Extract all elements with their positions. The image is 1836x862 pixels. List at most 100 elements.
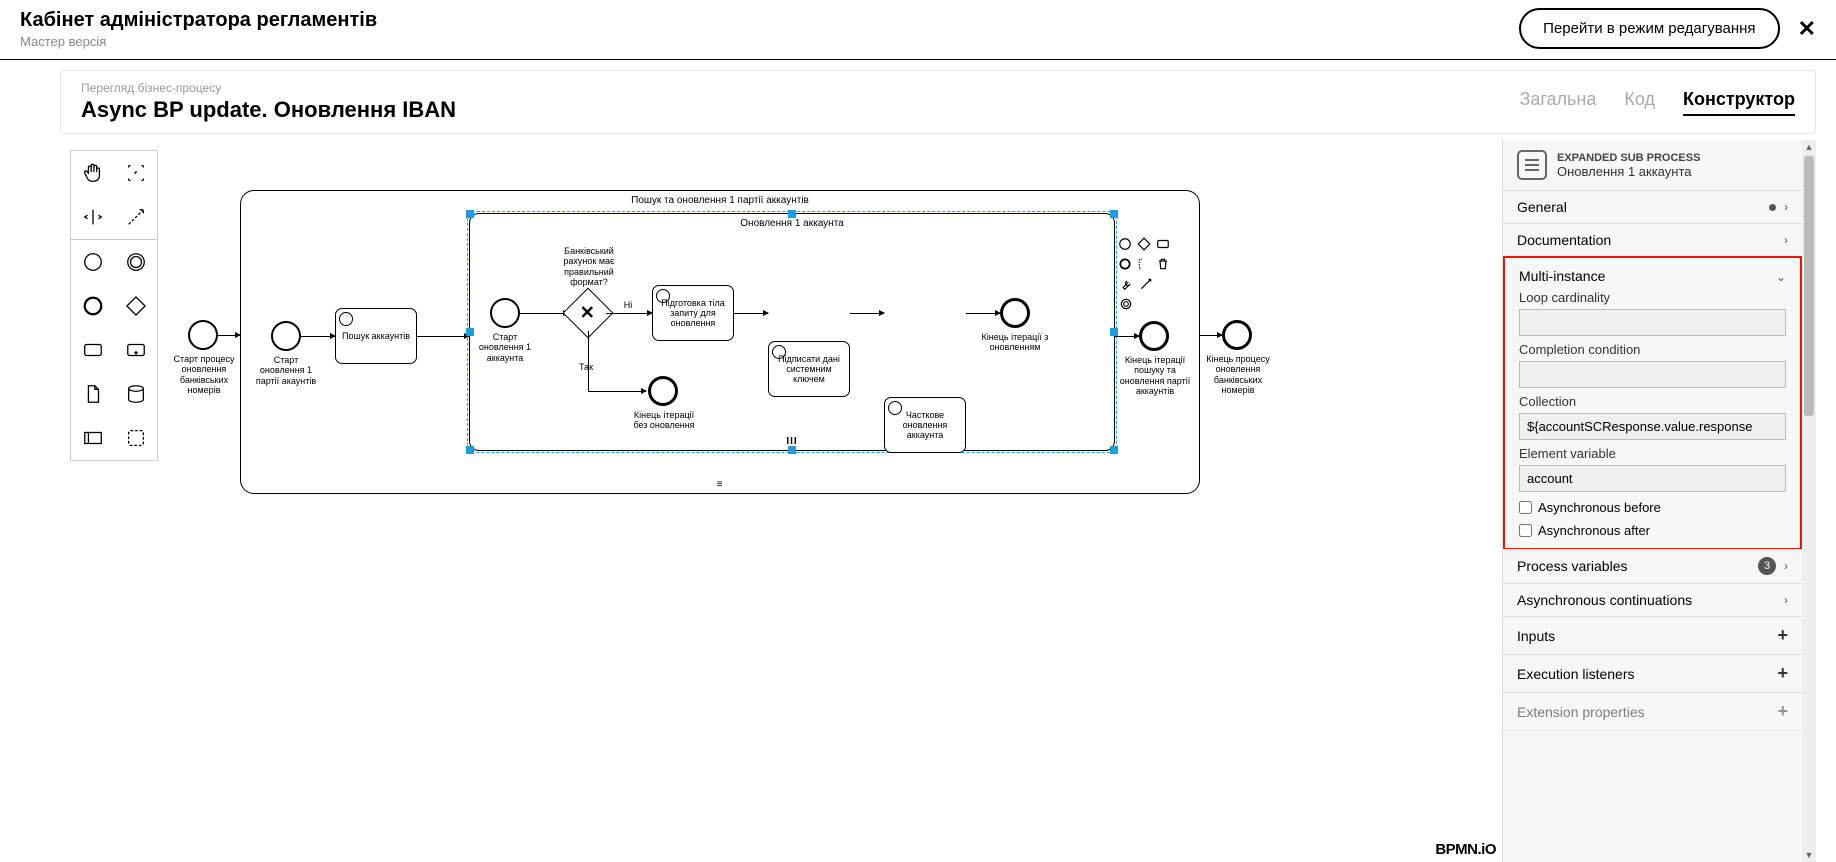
dot-icon bbox=[1769, 204, 1776, 211]
end-event-update[interactable] bbox=[1000, 298, 1030, 328]
async-after-checkbox[interactable] bbox=[1519, 524, 1532, 537]
pad-annotation-icon[interactable] bbox=[1137, 256, 1152, 272]
pad-delete-icon[interactable] bbox=[1155, 256, 1170, 272]
task-prepare-label: Підготовка тіла запиту для оновлення bbox=[657, 298, 729, 328]
gateway-question-label: Банківський рахунок має правильний форма… bbox=[556, 246, 622, 287]
start-event-batch[interactable] bbox=[271, 321, 301, 351]
selection-handle[interactable] bbox=[788, 210, 796, 218]
completion-condition-input[interactable] bbox=[1519, 361, 1786, 388]
flow bbox=[966, 313, 1000, 314]
workspace: Старт процесу оновлення банківських номе… bbox=[60, 140, 1816, 862]
start-event-inner-label: Старт оновлення 1 аккаунта bbox=[474, 332, 536, 363]
selection-handle[interactable] bbox=[466, 210, 474, 218]
end-event-update-label: Кінець ітерації з оновленням bbox=[980, 332, 1050, 353]
element-name: Оновлення 1 аккаунта bbox=[1557, 164, 1700, 179]
palette-lasso-icon[interactable] bbox=[114, 151, 157, 195]
flow bbox=[417, 336, 469, 337]
task-search[interactable]: Пошук аккаунтів bbox=[335, 308, 417, 364]
flow bbox=[588, 391, 646, 392]
palette-participant-icon[interactable] bbox=[71, 416, 114, 460]
edit-mode-button[interactable]: Перейти в режим редагування bbox=[1519, 8, 1779, 49]
pad-connect-icon[interactable] bbox=[1138, 276, 1154, 292]
bpmn-canvas[interactable]: Старт процесу оновлення банківських номе… bbox=[60, 140, 1502, 862]
selection-handle[interactable] bbox=[1110, 210, 1118, 218]
loop-cardinality-input[interactable] bbox=[1519, 309, 1786, 336]
scroll-down-icon[interactable]: ▼ bbox=[1804, 848, 1814, 862]
collection-label: Collection bbox=[1519, 394, 1786, 409]
section-documentation[interactable]: Documentation › bbox=[1503, 224, 1802, 257]
inner-subprocess[interactable]: Оновлення 1 аккаунта III bbox=[469, 213, 1115, 451]
async-after-row[interactable]: Asynchronous after bbox=[1519, 523, 1786, 538]
edge-yes-label: Так bbox=[574, 362, 598, 372]
palette-hand-icon[interactable] bbox=[71, 151, 114, 195]
section-process-variables[interactable]: Process variables 3› bbox=[1503, 549, 1802, 584]
scrollbar-thumb[interactable] bbox=[1804, 156, 1814, 416]
palette-connect-icon[interactable] bbox=[114, 195, 157, 239]
pad-gateway-icon[interactable] bbox=[1137, 236, 1152, 252]
task-sign[interactable]: Підписати дані системним ключем bbox=[768, 341, 850, 397]
section-async-continuations[interactable]: Asynchronous continuations › bbox=[1503, 584, 1802, 617]
element-variable-label: Element variable bbox=[1519, 446, 1786, 461]
section-extension-properties[interactable]: Extension properties + bbox=[1503, 693, 1802, 731]
task-partial-update[interactable]: Часткове оновлення аккаунта bbox=[884, 397, 966, 453]
end-event-process[interactable] bbox=[1222, 320, 1252, 350]
flow bbox=[734, 313, 768, 314]
async-before-checkbox[interactable] bbox=[1519, 501, 1532, 514]
properties-scroll: General › Documentation › Multi-instance… bbox=[1503, 190, 1802, 862]
outer-subprocess[interactable]: Пошук та оновлення 1 партії аккаунтів ≡ … bbox=[240, 190, 1200, 494]
properties-header: EXPANDED SUB PROCESS Оновлення 1 аккаунт… bbox=[1503, 140, 1802, 190]
completion-condition-label: Completion condition bbox=[1519, 342, 1786, 357]
async-before-row[interactable]: Asynchronous before bbox=[1519, 500, 1786, 515]
selection-handle[interactable] bbox=[1110, 446, 1118, 454]
palette-group-icon[interactable] bbox=[114, 416, 157, 460]
collection-input[interactable] bbox=[1519, 413, 1786, 440]
palette-space-icon[interactable] bbox=[71, 195, 114, 239]
pad-end-event-icon[interactable] bbox=[1118, 256, 1133, 272]
section-execution-listeners[interactable]: Execution listeners + bbox=[1503, 655, 1802, 693]
palette-data-object-icon[interactable] bbox=[71, 372, 114, 416]
edge-no-label: Ні bbox=[618, 300, 638, 310]
palette-task-icon[interactable] bbox=[71, 328, 114, 372]
pad-boundary-icon[interactable] bbox=[1118, 296, 1134, 312]
end-event-noupdate[interactable] bbox=[648, 376, 678, 406]
start-event-inner[interactable] bbox=[490, 298, 520, 328]
subheader-left: Перегляд бізнес-процесу Async BP update.… bbox=[81, 81, 456, 123]
pad-event-icon[interactable] bbox=[1118, 236, 1133, 252]
palette-subprocess-icon[interactable] bbox=[114, 328, 157, 372]
end-event-batch[interactable] bbox=[1139, 321, 1169, 351]
breadcrumb: Перегляд бізнес-процесу bbox=[81, 81, 456, 95]
selection-handle[interactable] bbox=[788, 446, 796, 454]
palette-data-store-icon[interactable] bbox=[114, 372, 157, 416]
plus-icon[interactable]: + bbox=[1777, 701, 1788, 722]
section-multi-instance: Multi-instance ⌄ Loop cardinality Comple… bbox=[1503, 256, 1802, 550]
palette-end-event-icon[interactable] bbox=[71, 284, 114, 328]
section-general[interactable]: General › bbox=[1503, 191, 1802, 224]
element-variable-input[interactable] bbox=[1519, 465, 1786, 492]
flow bbox=[606, 313, 652, 314]
flow bbox=[850, 313, 884, 314]
start-event-process[interactable] bbox=[188, 320, 218, 350]
tab-code[interactable]: Код bbox=[1624, 89, 1655, 116]
plus-icon[interactable]: + bbox=[1777, 663, 1788, 684]
task-prepare[interactable]: Підготовка тіла запиту для оновлення bbox=[652, 285, 734, 341]
pad-task-icon[interactable] bbox=[1155, 236, 1170, 252]
app-title: Кабінет адміністратора регламентів bbox=[20, 9, 377, 32]
palette-start-event-icon[interactable] bbox=[71, 240, 114, 284]
inner-mi-marker: III bbox=[786, 436, 797, 447]
plus-icon[interactable]: + bbox=[1777, 625, 1788, 646]
palette-intermediate-event-icon[interactable] bbox=[114, 240, 157, 284]
chevron-down-icon[interactable]: ⌄ bbox=[1776, 270, 1786, 284]
section-multi-instance-label: Multi-instance bbox=[1519, 268, 1605, 284]
tab-general[interactable]: Загальна bbox=[1519, 89, 1596, 116]
section-inputs[interactable]: Inputs + bbox=[1503, 617, 1802, 655]
selection-handle[interactable] bbox=[1110, 328, 1118, 336]
selection-handle[interactable] bbox=[466, 328, 474, 336]
selection-handle[interactable] bbox=[466, 446, 474, 454]
pad-wrench-icon[interactable] bbox=[1118, 276, 1134, 292]
palette-gateway-icon[interactable] bbox=[114, 284, 157, 328]
close-icon[interactable]: ✕ bbox=[1798, 16, 1816, 42]
tab-constructor[interactable]: Конструктор bbox=[1683, 89, 1795, 116]
props-scrollbar[interactable]: ▲ ▼ bbox=[1802, 140, 1816, 862]
top-bar-left: Кабінет адміністратора регламентів Масте… bbox=[20, 9, 377, 49]
scroll-up-icon[interactable]: ▲ bbox=[1804, 140, 1814, 154]
